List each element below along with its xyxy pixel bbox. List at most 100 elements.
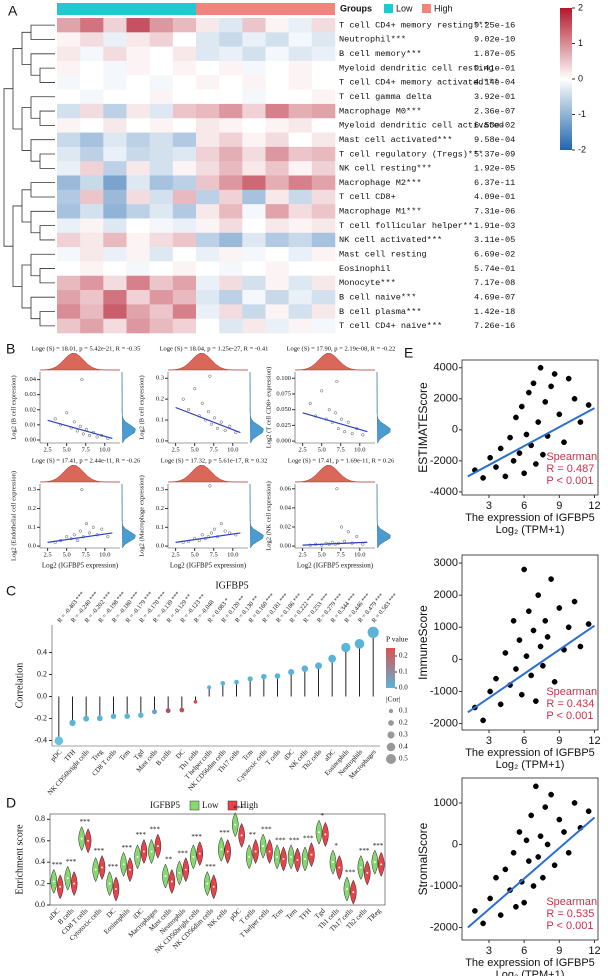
point xyxy=(585,621,592,627)
heatmap-cell xyxy=(80,132,104,148)
density-right xyxy=(249,483,264,549)
row-pvalue: 9.02e-10 xyxy=(474,35,515,45)
heatmap-cell xyxy=(288,261,313,277)
x-tick-label: 7.5 xyxy=(337,551,345,558)
point xyxy=(533,783,539,790)
point xyxy=(75,538,79,543)
heatmap-cell xyxy=(172,89,197,105)
colorbar-label: 1 xyxy=(578,38,583,48)
y-tick-label: 0.2 xyxy=(156,505,164,512)
dendrogram xyxy=(21,31,31,65)
heatmap-cell xyxy=(149,261,174,277)
heatmap-cell xyxy=(219,132,243,148)
heatmap-cell xyxy=(57,232,81,248)
heatmap-cell xyxy=(172,60,197,76)
heatmap-cell xyxy=(172,161,197,176)
median xyxy=(262,845,265,848)
heatmap-cell xyxy=(288,60,313,76)
y-tick-label: 1000 xyxy=(434,621,458,633)
heatmap-cell xyxy=(311,46,336,62)
density-top xyxy=(39,464,121,483)
row-pvalue: 7.31e-06 xyxy=(474,207,515,217)
median xyxy=(338,866,341,869)
chart-title: IGFBP5 xyxy=(215,580,248,591)
point xyxy=(542,804,549,810)
heatmap-cell xyxy=(288,189,313,205)
heatmap-cell xyxy=(311,132,336,148)
point xyxy=(540,451,546,458)
heatmap-cell xyxy=(242,18,266,33)
density-right xyxy=(121,483,136,549)
heatmap-cell xyxy=(80,232,104,248)
point xyxy=(510,849,517,856)
significance: *** xyxy=(149,826,160,834)
heatmap-cell xyxy=(126,218,150,234)
dendrogram xyxy=(21,107,31,151)
significance: ** xyxy=(249,831,257,839)
y-axis-label: Correlation xyxy=(14,663,25,709)
heatmap-cell xyxy=(288,247,313,262)
y-tick-label: 0.3 xyxy=(156,486,164,493)
median xyxy=(66,877,69,880)
x-tick-label: 3 xyxy=(486,735,492,747)
y-axis-label: Log2 (Endothelial cell expression) xyxy=(10,471,17,561)
x-tick-label: 5.0 xyxy=(63,446,71,453)
heatmap-cell xyxy=(242,175,266,191)
annotation: R = 0.535 xyxy=(546,908,594,920)
significance: *** xyxy=(373,842,384,850)
heatmap-cell xyxy=(103,290,127,305)
median xyxy=(192,855,195,858)
significance: *** xyxy=(52,861,63,869)
heatmap-cell xyxy=(265,75,289,90)
heatmap-cell xyxy=(311,75,336,90)
heatmap-cell xyxy=(126,60,150,76)
heatmap-cell xyxy=(57,60,81,76)
point xyxy=(561,439,567,446)
heatmap-cell xyxy=(265,247,289,262)
point xyxy=(200,533,204,537)
heatmap-cell xyxy=(57,275,81,291)
significance: *** xyxy=(66,858,77,866)
row-label: T cell gamma delta xyxy=(339,92,432,102)
point xyxy=(212,527,217,531)
heatmap-cell xyxy=(242,118,266,133)
heatmap-cell xyxy=(172,118,197,133)
density-right xyxy=(376,371,391,444)
point xyxy=(521,566,527,573)
heatmap-cell xyxy=(196,189,220,205)
point xyxy=(152,709,157,715)
point xyxy=(493,874,499,881)
point xyxy=(542,617,549,624)
heatmap-cell xyxy=(265,204,289,219)
heatmap-cell xyxy=(149,218,174,234)
legend-title: P value xyxy=(386,635,409,644)
heatmap-cell xyxy=(57,32,81,47)
y-tick-label: 0.02 xyxy=(25,406,36,413)
median xyxy=(331,861,334,864)
point xyxy=(81,432,85,436)
heatmap-cell xyxy=(311,118,336,133)
heatmap-cell xyxy=(80,290,104,305)
y-tick-label: 0.0 xyxy=(156,437,164,444)
point xyxy=(165,708,171,714)
heatmap-cell xyxy=(242,232,266,248)
row-label: Mast cell activated*** xyxy=(339,135,452,145)
point xyxy=(361,433,365,437)
heatmap-cell xyxy=(103,218,127,234)
point xyxy=(53,417,57,421)
heatmap-cell xyxy=(103,247,127,262)
heatmap-cell xyxy=(219,189,243,205)
fit-line xyxy=(47,532,113,543)
heatmap-cell xyxy=(265,218,289,234)
annotation: R = 0.434 xyxy=(546,698,594,710)
y-tick-label: 0 xyxy=(452,424,458,436)
heatmap-cell xyxy=(288,89,313,105)
y-tick-label: -4000 xyxy=(430,486,458,498)
heatmap-cell xyxy=(172,146,197,162)
x-tick-label: 10.0 xyxy=(227,446,238,453)
median xyxy=(226,850,229,853)
heatmap-cell xyxy=(80,103,104,119)
colorbar-label: 0 xyxy=(578,73,583,83)
row-pvalue: 4.69e-07 xyxy=(474,292,515,302)
heatmap-cell xyxy=(57,247,81,262)
